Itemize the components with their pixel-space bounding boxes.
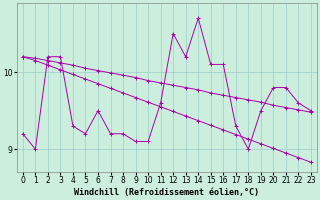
X-axis label: Windchill (Refroidissement éolien,°C): Windchill (Refroidissement éolien,°C) [74, 188, 260, 197]
